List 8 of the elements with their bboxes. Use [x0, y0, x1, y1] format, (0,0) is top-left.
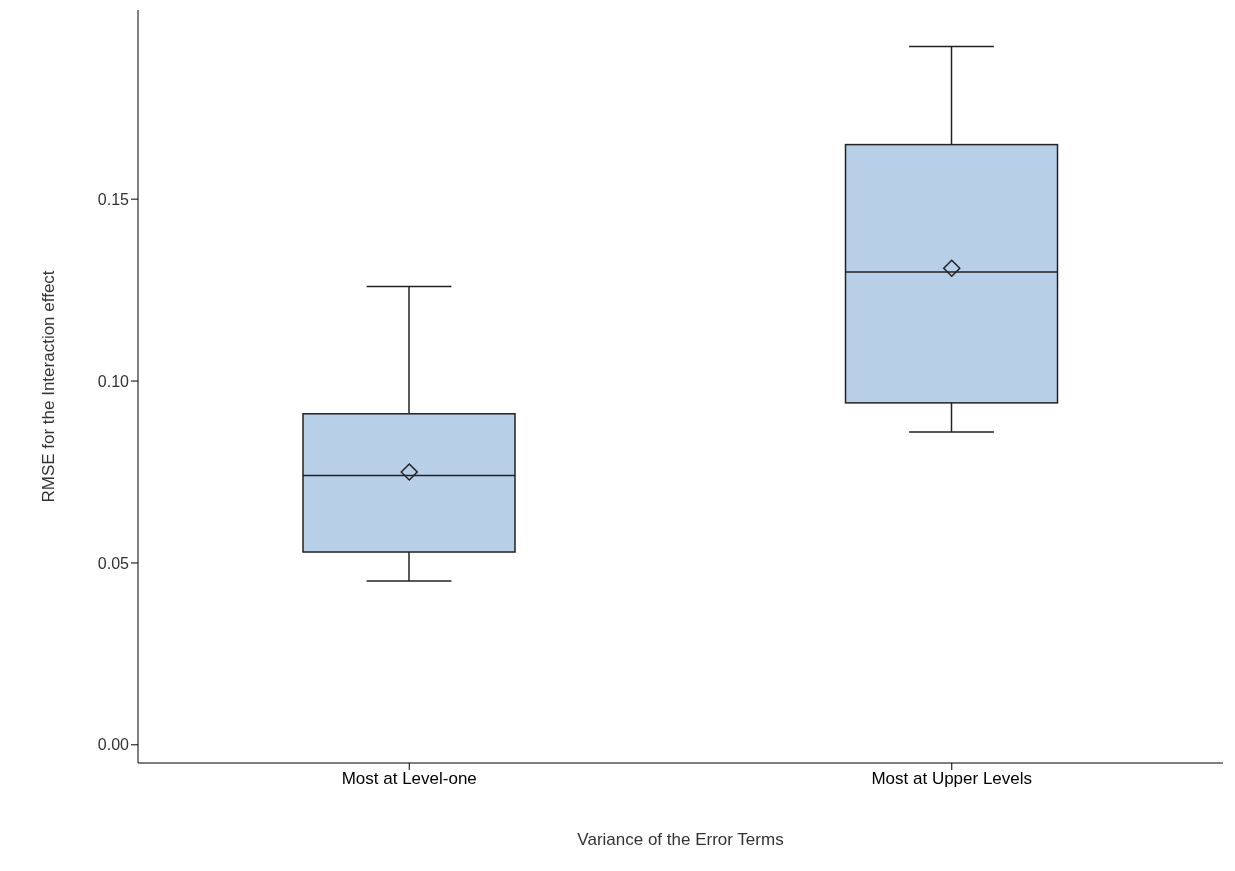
x-axis-title: Variance of the Error Terms [577, 830, 784, 849]
y-tick-label: 0.15 [97, 190, 130, 208]
x-tick-label: Most at Level-one [341, 769, 477, 789]
y-tick-label: 0.05 [97, 554, 130, 572]
y-axis-title: RMSE for the Interaction effect [39, 270, 59, 503]
y-tick-label: 0.10 [97, 372, 130, 390]
x-tick-label: Most at Upper Levels [871, 769, 1033, 789]
y-tick-label: 0.00 [97, 736, 130, 754]
